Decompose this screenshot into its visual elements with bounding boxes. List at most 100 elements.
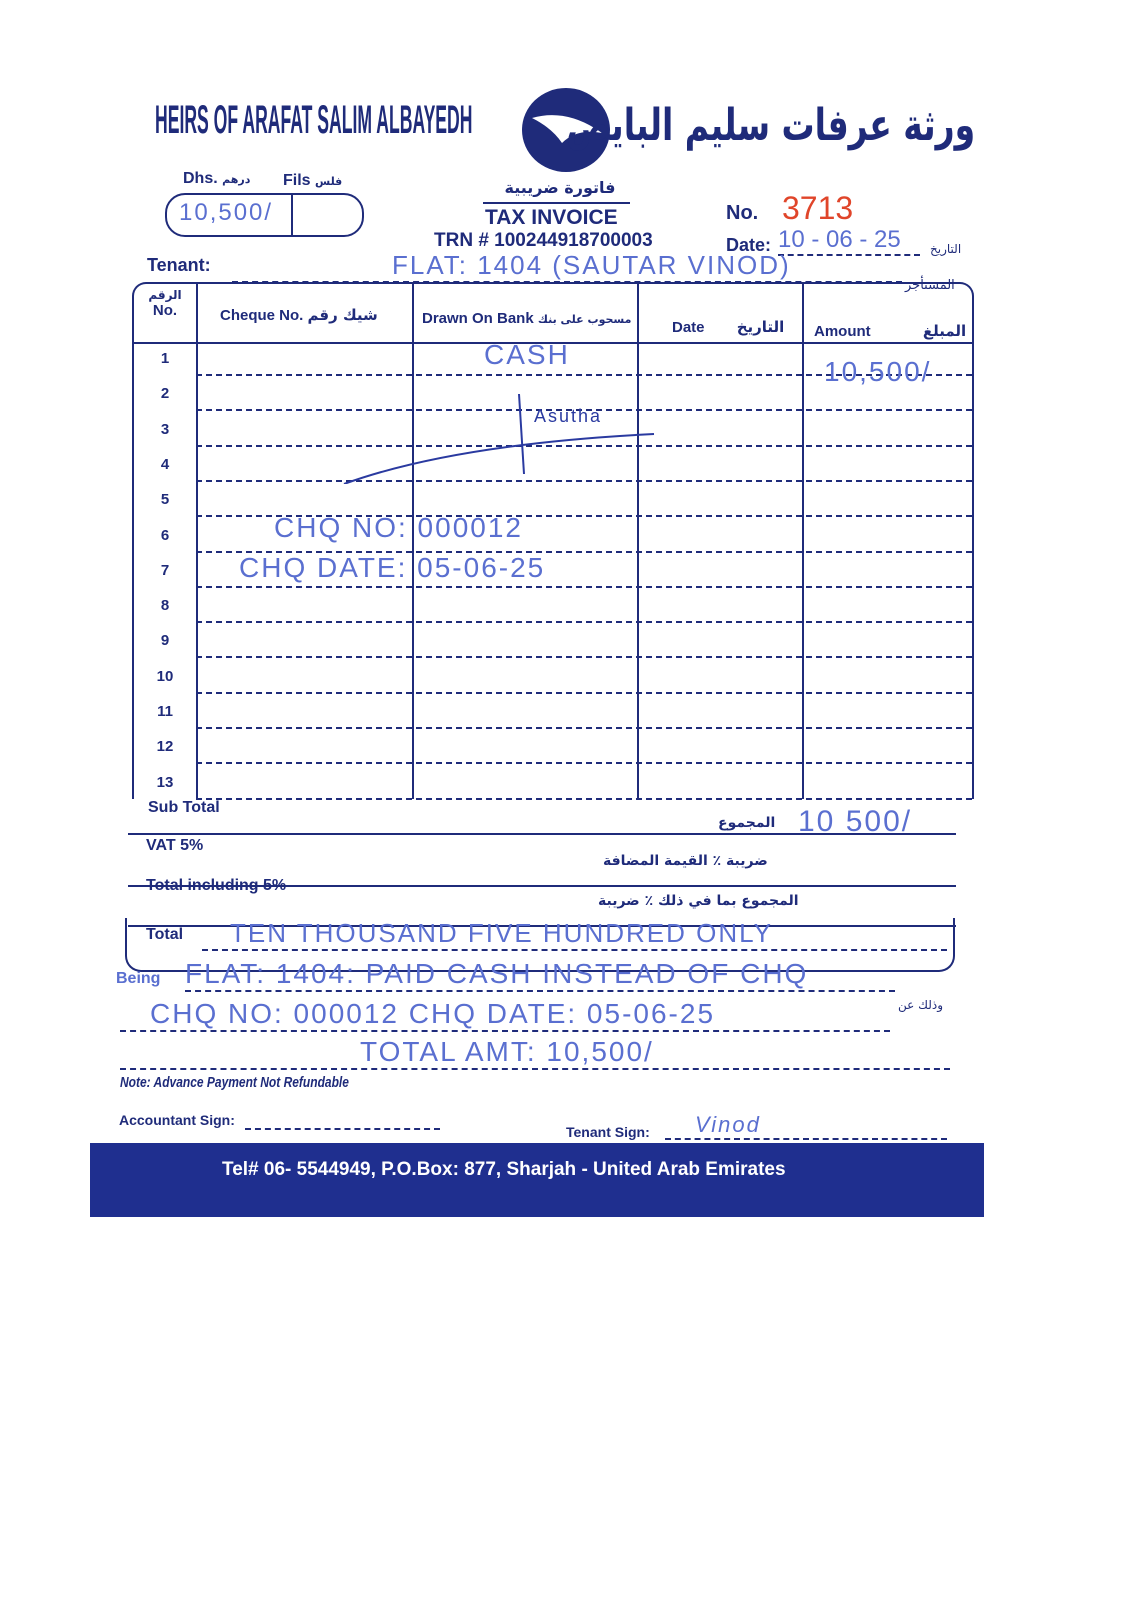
row-number: 2 (160, 385, 170, 403)
being-line2: CHQ NO: 000012 CHQ DATE: 05-06-25 (120, 998, 890, 1032)
table-row: 6 (134, 519, 972, 555)
subtotal-label: Sub Total (148, 799, 220, 816)
total-words: TEN THOUSAND FIVE HUNDRED ONLY (202, 918, 947, 951)
subtotal-value: 10 500/ (798, 805, 913, 838)
row-number: 9 (160, 632, 170, 650)
subtotal-row: Sub Total المجموع 10 500/ (128, 795, 956, 838)
row-dashed-line (196, 656, 972, 659)
being-line3: TOTAL AMT: 10,500/ (120, 1036, 950, 1070)
row-number: 11 (157, 703, 173, 720)
footer-contact: Tel# 06- 5544949, P.O.Box: 877, Sharjah … (222, 1159, 786, 1180)
total-incl-row: Total including 5% المجموع بما في ذلك ٪ … (128, 875, 956, 927)
table-row: 11 (134, 695, 972, 731)
refund-note: Note: Advance Payment Not Refundable (120, 1074, 349, 1091)
being-label-ar: وذلك عن (898, 998, 944, 1012)
row-dashed-line (196, 621, 972, 624)
fils-label: Fils فلس (283, 172, 342, 190)
table-row: 12 (134, 730, 972, 766)
fils-label-ar: فلس (315, 175, 343, 188)
table-row: 8 (134, 589, 972, 625)
header-amount-en: Amount (814, 323, 871, 340)
vat-label-ar: ضريبة ٪ القيمة المضافة (603, 853, 768, 869)
tenant-sign-label: Tenant Sign: (566, 1124, 650, 1140)
dhs-label-en: Dhs. (183, 170, 218, 187)
vat-label: VAT 5% (146, 837, 204, 854)
row-dashed-line (196, 374, 972, 376)
row-dashed-line (196, 727, 972, 729)
table-row: 2 (134, 377, 972, 413)
subtotal-label-ar: المجموع (718, 815, 776, 831)
being-line1: FLAT: 1404: PAID CASH INSTEAD OF CHQ (185, 958, 895, 992)
doc-title: TAX INVOICE (485, 206, 618, 229)
date-label-ar: التاريخ (930, 242, 962, 256)
row-dashed-line (196, 797, 972, 800)
header-bank-ar: مسحوب على بنك (537, 313, 632, 326)
header-no: الرقم No. (134, 288, 196, 319)
company-name-ar: ورثة عرفات سليم البايض (566, 100, 975, 151)
total-incl-label-ar: المجموع بما في ذلك ٪ ضريبة (598, 893, 799, 909)
row-number: 8 (160, 597, 170, 615)
invoice-no-value: 3713 (782, 190, 854, 226)
vat-row: VAT 5% ضريبة ٪ القيمة المضافة (128, 835, 956, 887)
header-no-ar: الرقم (148, 288, 182, 302)
row-number: 10 (156, 667, 174, 685)
total-incl-label: Total including 5% (146, 877, 287, 894)
header-amount-ar: المبلغ (922, 322, 967, 340)
bank-cash: CASH (484, 339, 570, 370)
row-dashed-line (196, 691, 972, 694)
trn-number: TRN # 100244918700003 (434, 230, 653, 251)
row-number: 7 (160, 561, 170, 579)
table-row: 13 (134, 766, 972, 802)
row-dashed-line (196, 479, 972, 482)
header-bank-en: Drawn On Bank (422, 310, 534, 327)
header-cheque-ar: شيك رقم (307, 306, 378, 324)
cashier-signature: Asutha (534, 406, 603, 426)
total-row: Total TEN THOUSAND FIVE HUNDRED ONLY (125, 918, 955, 972)
signature-scribble (343, 393, 655, 484)
table-row: 5 (134, 483, 972, 519)
payment-table: الرقم No. Cheque No. شيك رقم Drawn On Ban… (132, 282, 974, 802)
row-dashed-line (196, 515, 972, 518)
fils-label-en: Fils (283, 172, 311, 189)
footer-bar: Tel# 06- 5544949, P.O.Box: 877, Sharjah … (90, 1143, 984, 1217)
row-number: 3 (160, 420, 170, 438)
row-dashed-line (196, 585, 972, 588)
invoice-no-label: No. (726, 202, 759, 224)
table-row: 7 (134, 554, 972, 590)
header-amount: Amount المبلغ (814, 322, 966, 340)
table-row: 4 (134, 448, 972, 484)
table-row: 3 (134, 413, 972, 449)
table-row: 1 (134, 342, 972, 378)
company-logo (522, 88, 610, 172)
header-no-en: No. (152, 302, 178, 319)
total-label: Total (146, 926, 184, 943)
cheque-no-note: CHQ NO: 000012 (274, 512, 523, 543)
header-cheque-en: Cheque No. (220, 307, 304, 324)
header-date-ar: التاريخ (736, 318, 785, 336)
being-label: Being (116, 970, 161, 987)
tenant-label-ar: المستأجر (905, 278, 955, 293)
doc-title-ar: فاتورة ضريبية (504, 178, 616, 197)
header-date-en: Date (672, 319, 705, 336)
row-number: 6 (160, 526, 170, 544)
company-name-en: HEIRS OF ARAFAT SALIM ALBAYEDH (155, 98, 473, 142)
dhs-value: 10,500/ (179, 199, 274, 226)
tenant-value: FLAT: 1404 (SAUTAR VINOD) (232, 250, 902, 283)
row-dashed-line (196, 444, 972, 447)
amount-row1: 10,500/ (824, 356, 932, 387)
header-date: Date التاريخ (672, 318, 784, 336)
dhs-label: Dhs. درهم (183, 170, 250, 188)
header-bank: Drawn On Bank مسحوب على بنك (422, 310, 631, 327)
row-dashed-line (196, 550, 972, 553)
amount-box: 10,500/ (165, 193, 364, 237)
row-number: 12 (156, 738, 174, 756)
date-value: 10 - 06 - 25 (778, 226, 920, 256)
row-number: 5 (160, 491, 170, 509)
accountant-sign-line (245, 1114, 440, 1130)
row-number: 1 (160, 350, 170, 367)
table-row: 10 (134, 660, 972, 696)
dhs-label-ar: درهم (222, 173, 251, 186)
row-dashed-line (196, 762, 972, 765)
row-number: 4 (160, 455, 170, 473)
date-label: Date: (726, 235, 772, 255)
